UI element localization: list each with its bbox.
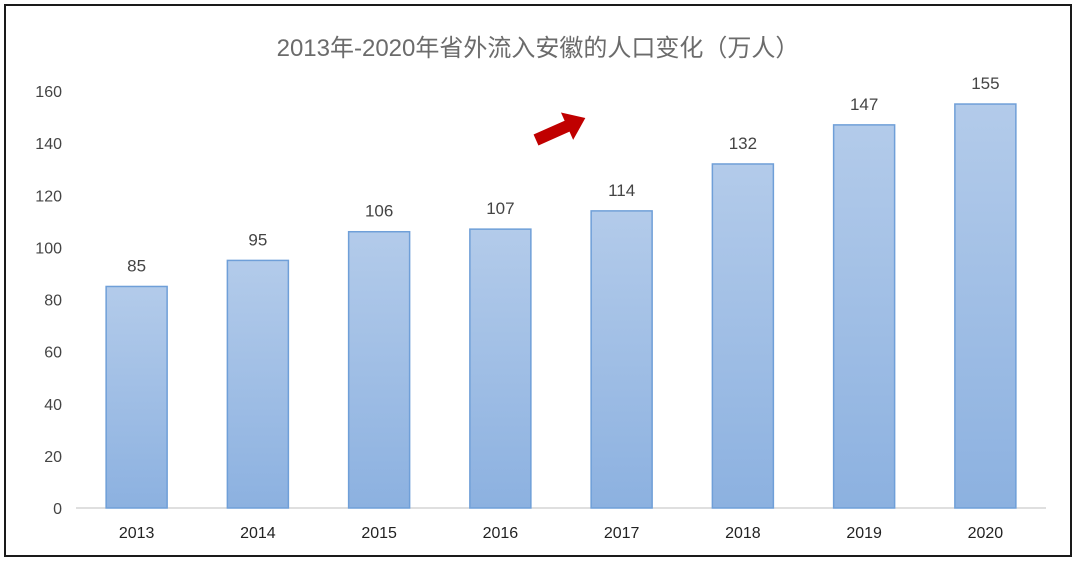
bar-2017 — [590, 210, 653, 509]
y-tick-label: 80 — [44, 293, 62, 310]
x-tick-label-2018: 2018 — [725, 525, 761, 542]
y-tick-label: 20 — [44, 449, 62, 466]
bar-2020 — [954, 103, 1017, 509]
data-label-2013: 85 — [127, 256, 146, 275]
data-label-2016: 107 — [486, 199, 514, 218]
bar-2014 — [226, 259, 290, 509]
x-tick-label-2017: 2017 — [604, 525, 640, 542]
y-tick-label: 40 — [44, 397, 62, 414]
data-labels: 85 95 106 107 114 132 147 155 — [127, 74, 999, 275]
data-label-2017: 114 — [608, 181, 635, 200]
x-tick-label-2015: 2015 — [361, 525, 397, 542]
bar-2016 — [469, 228, 532, 509]
data-label-2018: 132 — [729, 134, 757, 153]
x-tick-label-2019: 2019 — [846, 525, 882, 542]
data-label-2020: 155 — [971, 74, 999, 93]
bar-2015 — [347, 230, 411, 509]
data-label-2019: 147 — [850, 95, 878, 114]
y-tick-label: 60 — [44, 345, 62, 362]
bar-series — [105, 103, 1017, 509]
x-axis-tick-labels: 2013 2014 2015 2016 2017 2018 2019 2020 — [119, 525, 1003, 542]
y-tick-label: 140 — [35, 136, 62, 153]
bar-2013 — [105, 285, 168, 509]
x-tick-label-2020: 2020 — [968, 525, 1004, 542]
arrow-right-icon — [533, 112, 586, 146]
bar-2019 — [832, 124, 896, 509]
data-label-2014: 95 — [248, 230, 267, 249]
y-tick-label: 120 — [35, 188, 62, 205]
x-tick-label-2014: 2014 — [240, 525, 276, 542]
x-tick-label-2016: 2016 — [483, 525, 519, 542]
y-tick-label: 160 — [35, 84, 62, 101]
bar-2018 — [711, 163, 775, 509]
y-axis-tick-labels: 0 20 40 60 80 100 120 140 160 — [35, 84, 62, 518]
y-tick-label: 100 — [35, 240, 62, 257]
data-label-2015: 106 — [365, 202, 393, 221]
x-tick-label-2013: 2013 — [119, 525, 155, 542]
y-tick-label: 0 — [53, 501, 62, 518]
chart-title: 2013年-2020年省外流入安徽的人口变化（万人） — [277, 35, 800, 62]
